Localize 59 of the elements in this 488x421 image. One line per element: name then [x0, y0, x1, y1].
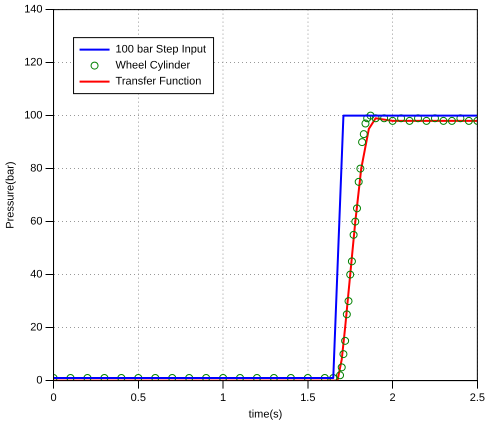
point [439, 116, 448, 125]
point [329, 374, 338, 381]
point [341, 336, 350, 345]
y-tick-label: 0 [36, 374, 43, 387]
point [346, 270, 354, 279]
point [83, 374, 92, 381]
y-tick-label: 60 [30, 216, 43, 228]
point [356, 164, 364, 173]
point [270, 374, 278, 381]
y-tick-label: 120 [24, 56, 43, 69]
point [342, 310, 351, 318]
x-tick-label: 2.5 [470, 392, 486, 404]
point [354, 178, 363, 186]
y-tick-label: 140 [24, 4, 43, 16]
x-tick-label: 1.5 [300, 392, 316, 404]
point [339, 350, 348, 358]
x-tick-label: 1 [220, 392, 226, 404]
point [360, 130, 368, 138]
y-tick-label: 20 [30, 322, 43, 334]
point [464, 116, 473, 125]
point [219, 374, 228, 381]
point [352, 204, 361, 212]
legend-label: Transfer Function [116, 76, 202, 88]
point [448, 116, 456, 125]
point [286, 374, 295, 381]
point [422, 116, 430, 125]
point [358, 138, 366, 146]
point [134, 374, 142, 381]
point [336, 371, 344, 380]
point [117, 374, 126, 381]
point [202, 374, 210, 381]
y-tick-label: 80 [30, 162, 43, 175]
point [304, 374, 312, 381]
x-tick-label: 0 [50, 392, 57, 404]
point [100, 374, 108, 381]
point [320, 374, 329, 381]
point [338, 363, 346, 372]
y-tick-label: 100 [24, 110, 43, 122]
point [236, 374, 244, 381]
legend-label: 100 bar Step Input [116, 44, 206, 56]
point [348, 257, 356, 266]
x-tick-label: 0.5 [130, 392, 146, 404]
point [66, 374, 75, 381]
x-axis-title: time(s) [248, 408, 282, 420]
point [168, 374, 176, 381]
y-axis-title: Pressure(bar) [4, 161, 17, 229]
point [366, 112, 375, 120]
point [350, 230, 358, 239]
point [361, 120, 370, 128]
legend-label: Wheel Cylinder [116, 60, 190, 72]
point [185, 374, 194, 381]
point [388, 116, 397, 125]
x-tick-label: 2 [390, 392, 396, 404]
y-tick-label: 40 [30, 268, 43, 281]
point [252, 374, 261, 381]
point [151, 374, 160, 381]
point [351, 218, 360, 226]
point [406, 116, 414, 125]
point [344, 297, 353, 306]
